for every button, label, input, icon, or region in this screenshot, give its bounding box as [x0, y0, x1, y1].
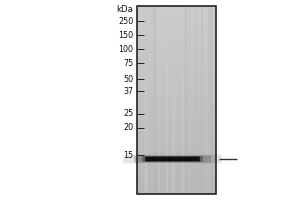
- FancyBboxPatch shape: [142, 156, 203, 162]
- Text: 75: 75: [123, 58, 134, 68]
- Text: kDa: kDa: [117, 4, 134, 14]
- Text: 150: 150: [118, 30, 134, 40]
- Text: 100: 100: [118, 45, 134, 53]
- Text: 50: 50: [123, 74, 134, 84]
- Text: 15: 15: [123, 150, 134, 160]
- Text: 25: 25: [123, 109, 134, 118]
- Text: 37: 37: [123, 86, 134, 96]
- FancyBboxPatch shape: [123, 155, 222, 163]
- Text: 20: 20: [123, 123, 134, 132]
- FancyBboxPatch shape: [145, 157, 200, 161]
- Text: 250: 250: [118, 17, 134, 25]
- FancyBboxPatch shape: [134, 156, 211, 162]
